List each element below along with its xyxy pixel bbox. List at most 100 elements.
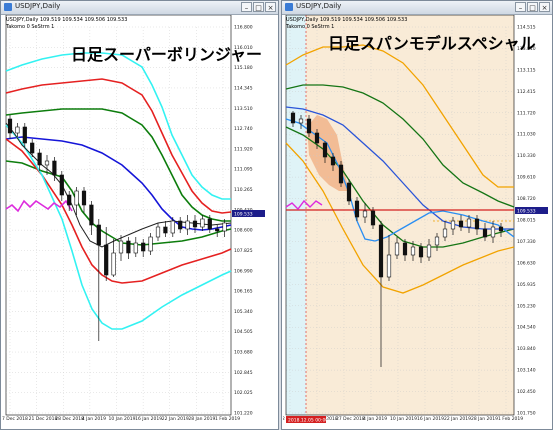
date-tag [286,416,326,423]
price-tick-label: 114.515 [517,25,536,31]
price-tick-label: 113.810 [517,46,536,52]
candle-body [466,218,472,228]
price-chart-area[interactable]: 116.800 116.010 115.180 114.345 113.510 112.7… [2,15,278,429]
candle-body [450,220,456,230]
window-titlebar[interactable]: USDJPY,Daily – □ × [282,1,552,15]
close-button[interactable]: × [539,2,550,12]
candle-body [52,160,57,176]
price-tick-label: 111.030 [517,132,536,138]
bollinger-minus3-band [5,124,232,330]
current-price-tag [232,210,265,217]
date-tag-label: 2018.12.05 00:00 [288,418,328,424]
current-price-tag [515,207,548,214]
candle-body [306,118,312,134]
price-tick-label: 105.935 [517,282,536,288]
candle-body [37,152,42,166]
candle-body [74,190,79,206]
candle-body [111,252,116,276]
time-tick-label: 28 Jan 2019 [471,416,498,422]
candlestick-series [290,111,504,367]
candle-body [370,210,376,226]
price-tick-label: 110.265 [234,187,253,193]
candle-body [133,242,138,254]
window-titlebar[interactable]: USDJPY,Daily – □ × [1,1,278,15]
window-title: USDJPY,Daily [15,2,61,10]
overlay-title: 日足スーパーボリンジャー [71,45,263,64]
overlay-title: 日足スパンモデルスペシャル [328,34,536,53]
price-chart-area[interactable]: 114.515 113.810 113.115 112.415 111.720 111.0… [283,15,552,429]
past-shading [286,15,306,415]
candle-body [59,174,64,196]
candle-body [170,220,175,234]
price-tick-label: 111.720 [517,110,536,116]
candle-body [207,218,212,230]
candle-body [498,226,504,232]
chikou-span-line [285,199,323,211]
maximize-button[interactable]: □ [527,2,538,12]
candle-body [338,164,344,184]
price-tick-label: 111.920 [234,146,253,152]
window-title: USDJPY,Daily [296,2,342,10]
candle-body [354,200,360,218]
time-tick-label: 7 Dec 2018 [2,416,28,422]
candlestick-series [7,115,227,341]
candle-body [44,160,50,166]
candle-body [362,210,368,218]
candle-body [298,118,304,124]
time-tick-label: 10 Jan 2019 [390,416,417,422]
price-tick-label: 113.115 [517,67,536,73]
price-tick-label: 106.165 [234,289,253,295]
candle-body [490,226,496,238]
price-tick-label: 107.825 [234,248,253,254]
candle-body [30,142,35,154]
indicator-header: Takomo 0 SeStrm 1 [286,24,335,30]
price-tick-label: 115.180 [234,65,253,71]
candle-body [386,254,392,278]
price-tick-label: 112.415 [517,89,536,95]
candle-body [378,224,384,278]
price-tick-label: 103.140 [517,368,536,374]
maximize-button[interactable]: □ [253,2,264,12]
time-tick-label: 10 Jan 2019 [109,416,136,422]
time-tick-label: 4 Jan 2019 [363,416,387,422]
candle-body [148,236,153,252]
minimize-button[interactable]: – [241,2,252,12]
candle-body [7,118,13,134]
price-tick-label: 116.800 [234,25,253,31]
price-tick-label: 105.230 [517,303,536,309]
candle-body [178,220,183,230]
close-button[interactable]: × [265,2,276,12]
candle-body [192,220,198,228]
price-tick-label: 112.740 [234,126,253,132]
candle-body [482,228,488,238]
candle-body [402,242,408,256]
price-tick-label: 106.990 [234,268,253,274]
chart-window-span-model[interactable]: USDJPY,Daily – □ × 114.515 113.810 113.115… [281,0,553,430]
price-tick-label: 109.610 [517,175,536,181]
candle-body [104,244,109,276]
price-tick-label: 107.330 [517,239,536,245]
time-tick-label: 16 Jan 2019 [135,416,162,422]
price-tick-label: 102.450 [517,389,536,395]
candle-body [185,220,190,230]
candle-body [314,132,320,144]
candle-body [126,240,131,254]
time-tick-label: 16 Jan 2019 [417,416,444,422]
price-tick-label: 114.345 [234,85,253,91]
green-upper-band [285,84,515,208]
current-price-label: 109.533 [517,209,536,215]
chart-window-super-bollinger[interactable]: USDJPY,Daily – □ × 116.800 116.010 115.180… [0,0,279,430]
bollinger-plus2-band [5,78,232,214]
price-tick-label: 102.025 [234,390,253,396]
price-tick-label: 105.340 [234,309,253,315]
price-axis: 114.515 113.810 113.115 112.415 111.720 111.0… [517,25,536,417]
current-price-label: 109.533 [234,212,253,218]
candle-body [418,246,424,258]
minimize-button[interactable]: – [515,2,526,12]
chart-window-icon [285,3,293,11]
candle-body [222,222,227,232]
price-tick-label: 116.010 [234,45,253,51]
price-tick-label: 103.680 [234,350,253,356]
candle-body [330,156,336,166]
candle-body [290,112,296,124]
